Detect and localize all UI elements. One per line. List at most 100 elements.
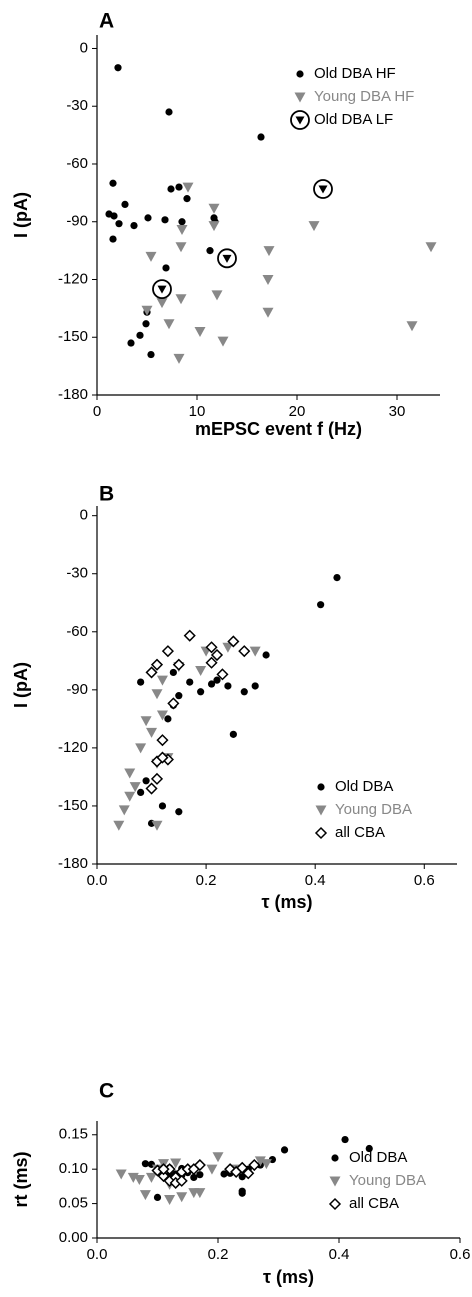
legend-label: Old DBA	[335, 778, 393, 795]
marker-triangle	[195, 665, 207, 676]
x-tick-label: 0.4	[305, 872, 326, 889]
marker-triangle	[157, 285, 167, 294]
marker-dot	[162, 264, 170, 272]
x-axis-label: τ (ms)	[263, 1267, 314, 1287]
marker-triangle	[129, 782, 141, 793]
legend-label: all CBA	[335, 824, 385, 841]
marker-triangle	[113, 820, 125, 831]
y-tick-label: 0.15	[59, 1126, 88, 1143]
marker-diamond	[227, 635, 240, 648]
marker-triangle	[133, 1175, 145, 1185]
y-axis-label: rt (ms)	[11, 1151, 31, 1207]
marker-triangle	[118, 805, 130, 816]
marker-dot	[175, 183, 183, 191]
marker-diamond	[167, 697, 180, 710]
marker-dot	[220, 1170, 228, 1178]
marker-triangle	[260, 1159, 272, 1170]
marker-dot	[142, 320, 150, 328]
marker-diamond	[193, 1158, 206, 1172]
marker-triangle	[156, 675, 168, 686]
y-tick-label: -30	[66, 97, 88, 114]
marker-triangle	[262, 307, 274, 318]
x-tick-label: 0.6	[450, 1246, 471, 1263]
marker-triangle	[151, 820, 163, 831]
marker-triangle	[141, 305, 153, 316]
y-tick-label: 0	[80, 39, 88, 56]
marker-triangle	[156, 710, 168, 721]
marker-triangle	[176, 1192, 188, 1203]
marker-triangle	[211, 290, 223, 301]
legend-marker	[314, 826, 328, 840]
y-tick-label: 0.05	[59, 1195, 88, 1212]
marker-triangle	[140, 716, 152, 727]
marker-dot	[186, 678, 194, 686]
marker-dot	[178, 218, 186, 226]
marker-triangle	[139, 1190, 151, 1201]
marker-diamond	[216, 668, 229, 681]
marker-circled-triangle	[152, 279, 172, 300]
marker-dot	[257, 133, 265, 141]
x-tick-label: 0.0	[87, 872, 108, 889]
marker-dot	[317, 601, 325, 609]
marker-diamond	[172, 658, 185, 671]
legend-marker	[296, 70, 304, 78]
x-axis-label: mEPSC event f (Hz)	[195, 419, 362, 439]
marker-dot	[175, 808, 183, 816]
marker-dot	[144, 214, 152, 222]
marker-dot	[158, 802, 167, 810]
marker-triangle	[156, 298, 168, 309]
marker-triangle	[164, 1194, 176, 1205]
marker-triangle	[163, 319, 175, 330]
marker-dot	[161, 216, 169, 224]
marker-dot	[175, 692, 183, 700]
marker-triangle	[206, 1164, 218, 1175]
marker-diamond	[157, 1163, 170, 1176]
panel-label: C	[99, 1080, 114, 1103]
marker-dot	[109, 179, 117, 187]
marker-triangle	[135, 743, 147, 754]
y-tick-label: 0	[80, 507, 88, 524]
legend-marker	[328, 1197, 342, 1211]
legend-label: Young DBA	[349, 1172, 426, 1189]
x-axis-label: τ (ms)	[261, 892, 312, 912]
marker-dot	[169, 668, 177, 677]
marker-diamond	[187, 1163, 200, 1176]
marker-diamond	[175, 1174, 188, 1187]
y-tick-label: -180	[58, 386, 88, 403]
y-tick-label: -30	[66, 565, 88, 582]
marker-triangle	[406, 321, 418, 332]
marker-dot	[262, 651, 270, 659]
x-tick-label: 0.2	[196, 872, 217, 889]
marker-diamond	[236, 1161, 249, 1174]
marker-triangle	[182, 182, 194, 193]
marker-triangle	[175, 294, 187, 305]
marker-dot	[365, 1144, 373, 1153]
marker-dot	[121, 200, 129, 209]
legend-marker	[294, 92, 306, 103]
y-tick-label: 0.10	[59, 1160, 88, 1177]
marker-dot	[110, 212, 118, 220]
marker-dot	[115, 220, 123, 228]
marker-triangle	[175, 242, 187, 253]
x-tick-label: 0.4	[329, 1246, 350, 1263]
marker-dot	[165, 108, 173, 116]
marker-dot	[127, 339, 135, 347]
marker-dot	[240, 688, 248, 696]
y-tick-label: -90	[66, 681, 88, 698]
legend-marker	[317, 783, 325, 791]
y-tick-label: -150	[58, 797, 88, 814]
x-tick-label: 10	[189, 403, 206, 420]
marker-triangle	[217, 336, 229, 347]
marker-dot	[147, 350, 155, 359]
marker-dot	[224, 682, 232, 690]
marker-diamond	[156, 751, 169, 764]
marker-triangle	[124, 791, 136, 802]
marker-dot	[341, 1135, 349, 1144]
marker-circled-triangle	[217, 248, 237, 269]
x-tick-label: 0	[93, 403, 101, 420]
marker-dot	[207, 680, 216, 688]
marker-dot	[190, 1173, 198, 1182]
legend-label: Old DBA HF	[314, 65, 396, 82]
y-tick-label: -180	[58, 855, 88, 872]
